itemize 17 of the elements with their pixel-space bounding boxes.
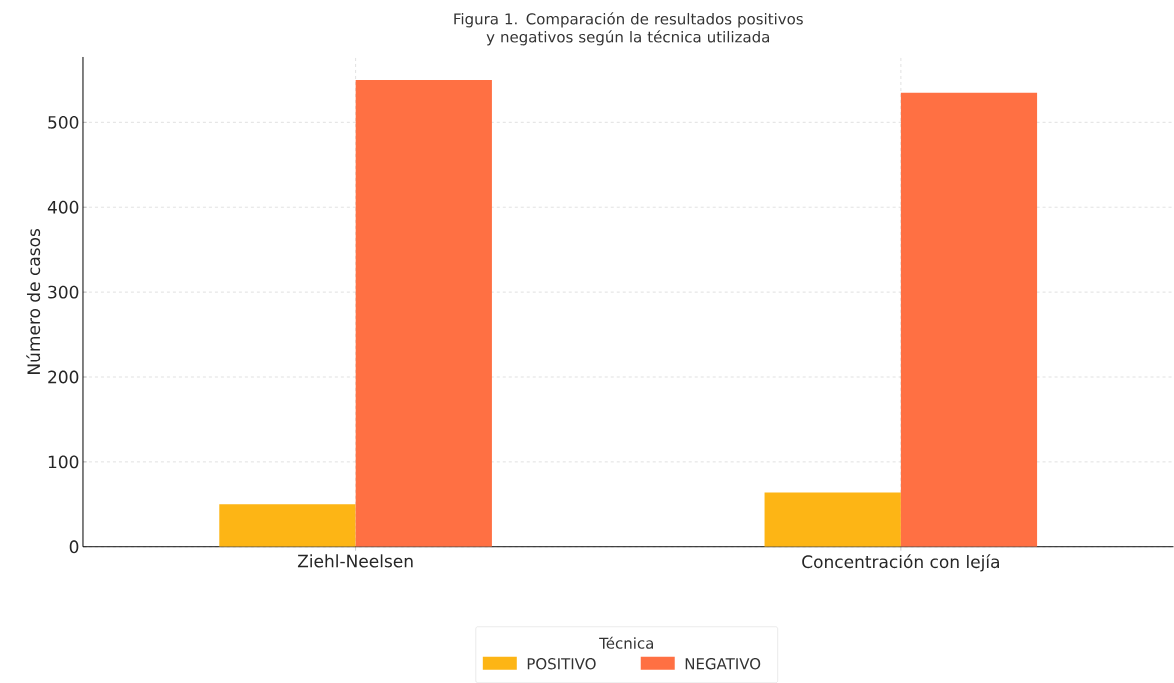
bar [219, 504, 356, 547]
x-tick-label: Ziehl-Neelsen [297, 554, 413, 568]
bar [900, 92, 1038, 547]
chart-title: Figura 1. Comparación de resultados positivos y negativos según la técnica utilizada [454, 12, 803, 46]
bar [355, 79, 492, 547]
legend-label: POSITIVO [527, 658, 596, 670]
y-tick-label: 400 [47, 200, 79, 214]
y-axis-title: Número de casos [26, 229, 41, 374]
x-tick-label: Concentración con lejía [802, 554, 999, 572]
legend-title: Técnica [599, 636, 653, 649]
bar [764, 492, 901, 547]
y-tick-label: 200 [48, 370, 79, 384]
y-tick-label: 500 [48, 115, 79, 129]
y-tick-label: 300 [48, 285, 79, 299]
y-tick-label: 100 [48, 455, 79, 469]
y-tick-label: 0 [69, 540, 79, 554]
legend-label: NEGATIVO [685, 658, 761, 670]
